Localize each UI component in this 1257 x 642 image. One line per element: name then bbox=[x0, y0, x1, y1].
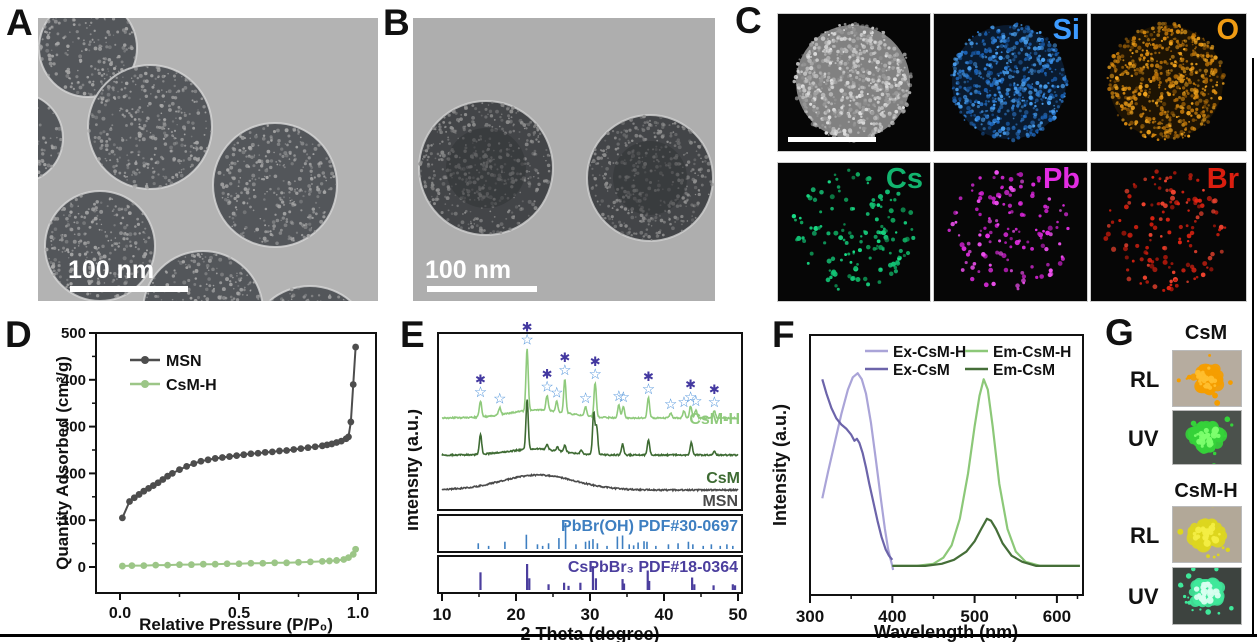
element-label-si: Si bbox=[1052, 14, 1080, 46]
scale-bar-label-b: 100 nm bbox=[425, 256, 512, 284]
scale-bar-b bbox=[427, 286, 537, 292]
photo-csm-h-uv bbox=[1172, 567, 1242, 625]
o-map-canvas bbox=[1106, 21, 1226, 142]
eds-map-br: Br bbox=[1090, 162, 1247, 302]
tem-image-csm: 100 nm bbox=[413, 18, 715, 301]
photo-csm-uv bbox=[1172, 410, 1242, 465]
element-label-o: O bbox=[1216, 14, 1239, 46]
panel-label-d: D bbox=[5, 314, 32, 355]
scale-bar-c bbox=[788, 137, 876, 142]
powder-csm-uv bbox=[1185, 416, 1234, 464]
scale-bar-label-a: 100 nm bbox=[68, 256, 155, 284]
panel-label-a: A bbox=[6, 2, 33, 43]
right-rule bbox=[1252, 58, 1254, 637]
powder-csm-rl bbox=[1176, 353, 1233, 406]
powder-csm-h-rl bbox=[1177, 507, 1231, 559]
eds-map-cs: Cs bbox=[777, 162, 931, 302]
light-label-uv-1: UV bbox=[1128, 426, 1159, 451]
eds-map-si: Si bbox=[933, 13, 1088, 152]
sample-title-csm: CsM bbox=[1184, 322, 1228, 344]
br-map-canvas bbox=[1103, 169, 1227, 292]
scale-bar-a bbox=[70, 286, 188, 292]
panel-label-g: G bbox=[1105, 312, 1134, 353]
element-label-cs: Cs bbox=[885, 163, 923, 195]
pb-map-canvas bbox=[947, 170, 1070, 291]
stem-map-canvas bbox=[792, 21, 913, 143]
panel-label-b: B bbox=[383, 2, 410, 43]
panel-label-c: C bbox=[735, 0, 762, 41]
photo-csm-h-rl bbox=[1172, 506, 1242, 563]
xrd-chart: 10 20 30 40 502 Theta (degree)Intensity (a.u… bbox=[408, 320, 747, 642]
eds-map-pb: Pb bbox=[933, 162, 1088, 302]
tem-b-canvas bbox=[418, 100, 714, 242]
photo-csm-rl bbox=[1172, 350, 1242, 407]
eds-map-stem bbox=[777, 13, 931, 152]
light-label-rl-1: RL bbox=[1130, 367, 1160, 392]
element-label-pb: Pb bbox=[1042, 163, 1080, 195]
tem-a-canvas bbox=[38, 18, 352, 301]
cs-map-canvas bbox=[791, 168, 916, 291]
tem-image-msn: 100 nm bbox=[38, 18, 378, 301]
panel-label-f: F bbox=[772, 314, 795, 355]
si-map-canvas bbox=[950, 22, 1069, 143]
powder-csm-h-uv bbox=[1177, 568, 1234, 615]
light-label-rl-2: RL bbox=[1130, 523, 1160, 548]
sample-title-csm-h: CsM-H bbox=[1174, 480, 1238, 502]
light-label-uv-2: UV bbox=[1128, 584, 1159, 609]
element-label-br: Br bbox=[1206, 163, 1239, 195]
bottom-rule bbox=[0, 634, 1257, 637]
eds-map-o: O bbox=[1090, 13, 1247, 152]
panel-label-e: E bbox=[400, 314, 425, 355]
